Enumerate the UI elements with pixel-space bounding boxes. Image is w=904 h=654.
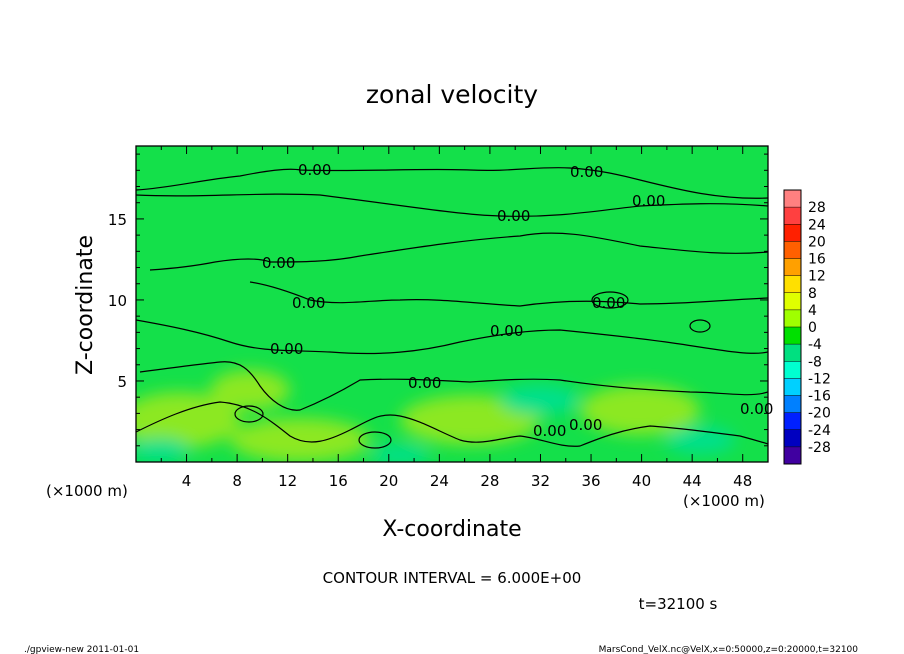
x-tick-label: 36 xyxy=(581,472,600,490)
colorbar-label: 0 xyxy=(808,320,817,336)
colorbar-swatch xyxy=(784,309,801,327)
plot-frame xyxy=(135,145,769,463)
chart-title: zonal velocity xyxy=(366,80,538,109)
colorbar-swatch xyxy=(784,241,801,259)
y-tick-label: 5 xyxy=(117,373,127,391)
colorbar-swatch xyxy=(784,327,801,345)
colorbar-label: -8 xyxy=(808,354,822,370)
colorbar-label: 4 xyxy=(808,303,817,319)
colorbar-swatch xyxy=(784,412,801,430)
colorbar-swatch xyxy=(784,258,801,276)
colorbar-swatch xyxy=(784,446,801,464)
contour-label: 0.00 xyxy=(270,340,303,358)
x-tick-label: 12 xyxy=(278,472,297,490)
colorbar-swatch xyxy=(784,224,801,242)
contour-label: 0.00 xyxy=(262,254,295,272)
x-tick-label: 40 xyxy=(632,472,651,490)
colorbar-label: 12 xyxy=(808,269,826,285)
x-tick-label: 8 xyxy=(232,472,242,490)
x-tick-label: 24 xyxy=(430,472,449,490)
x-tick-label: 48 xyxy=(733,472,752,490)
time-text: t=32100 s xyxy=(639,595,718,613)
colorbar-swatch xyxy=(784,361,801,379)
x-tick-label: 28 xyxy=(480,472,499,490)
contour-label: 0.00 xyxy=(490,322,523,340)
y-tick-label: 10 xyxy=(108,292,127,310)
colorbar-label: -4 xyxy=(808,337,822,353)
colorbar-label: -28 xyxy=(808,440,831,456)
colorbar-swatch xyxy=(784,275,801,293)
x-tick-label: 20 xyxy=(379,472,398,490)
colorbar-label: -24 xyxy=(808,423,831,439)
colorbar-swatch xyxy=(784,378,801,396)
y-axis: 5 10 15 xyxy=(108,153,768,447)
field-background xyxy=(136,146,768,462)
colorbar-swatch xyxy=(784,344,801,362)
contour-interval-text: CONTOUR INTERVAL = 6.000E+00 xyxy=(323,569,582,587)
footer-right: MarsCond_VelX.nc@VelX,x=0:50000,z=0:2000… xyxy=(599,645,859,654)
contour-label: 0.00 xyxy=(298,161,331,179)
x-axis: 4 8 12 16 20 24 28 32 36 40 44 48 xyxy=(160,146,769,490)
contour-label: 0.00 xyxy=(533,422,566,440)
y-tick-label: 15 xyxy=(108,211,127,229)
contour-label: 0.00 xyxy=(632,192,665,210)
x-tick-label: 16 xyxy=(329,472,348,490)
colorbar-swatch xyxy=(784,292,801,310)
colorbar-label: -20 xyxy=(808,406,831,422)
contour-label: 0.00 xyxy=(570,163,603,181)
y-axis-label: Z-coordinate xyxy=(73,235,98,375)
x-tick-label: 44 xyxy=(683,472,702,490)
colorbar-label: -16 xyxy=(808,389,831,405)
x-tick-label: 32 xyxy=(531,472,550,490)
colorbar-label: 28 xyxy=(808,200,826,216)
colorbar-label: 8 xyxy=(808,286,817,302)
colorbar-label: 20 xyxy=(808,234,826,250)
contour-label: 0.00 xyxy=(408,374,441,392)
x-unit-left: (×1000 m) xyxy=(46,482,128,500)
x-unit-right: (×1000 m) xyxy=(683,492,765,510)
contour-label: 0.00 xyxy=(497,207,530,225)
contour-label: 0.00 xyxy=(569,416,602,434)
colorbar-label: -12 xyxy=(808,371,831,387)
x-axis-label: X-coordinate xyxy=(382,517,521,542)
contour-label: 0.00 xyxy=(292,294,325,312)
colorbar-swatch xyxy=(784,429,801,447)
contour-lines xyxy=(136,167,768,449)
contour-label: 0.00 xyxy=(592,294,625,312)
colorbar-swatch xyxy=(784,190,801,208)
colorbar-swatch xyxy=(784,207,801,225)
colorbar-swatch xyxy=(784,395,801,413)
footer-left: ./gpview-new 2011-01-01 xyxy=(24,645,139,654)
colorbar-label: 16 xyxy=(808,252,826,268)
colorbar-label: 24 xyxy=(808,217,826,233)
x-tick-label: 4 xyxy=(182,472,192,490)
